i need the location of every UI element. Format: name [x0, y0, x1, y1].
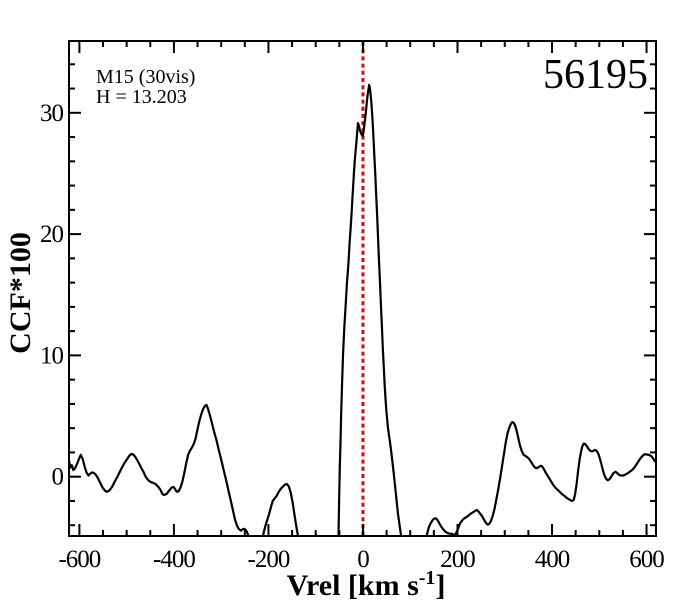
y-axis-title: CCF*100: [4, 232, 37, 354]
x-tick-label: -200: [248, 546, 290, 573]
chart-layer: -600 -400 -200 0 200 400 600 0 10 20 30: [40, 40, 665, 573]
cluster-label: M15 (30vis): [96, 66, 195, 88]
x-tick-label: 0: [357, 546, 369, 573]
x-axis-title: Vrel [km s-1]: [287, 567, 446, 600]
y-tick-label: 20: [40, 221, 64, 248]
x-tick-label: 200: [440, 546, 475, 573]
x-tick-label: -600: [58, 546, 100, 573]
x-tick-label: 600: [629, 546, 664, 573]
y-tick-label: 10: [40, 342, 64, 369]
magnitude-label: H = 13.203: [96, 86, 187, 108]
y-tick-label: 30: [40, 100, 64, 127]
x-tick-label: 400: [535, 546, 570, 573]
x-tick-label: -400: [153, 546, 195, 573]
star-id-label: 56195: [543, 52, 648, 98]
ccf-curve: [69, 83, 656, 536]
y-tick-label: 0: [52, 464, 64, 491]
